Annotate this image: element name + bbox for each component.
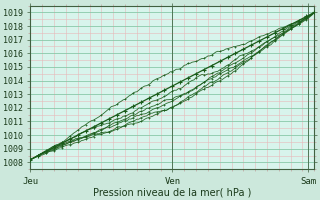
X-axis label: Pression niveau de la mer( hPa ): Pression niveau de la mer( hPa ) bbox=[93, 187, 252, 197]
